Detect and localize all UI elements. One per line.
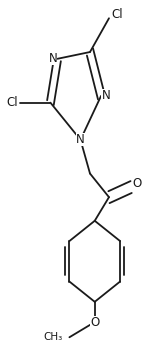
Text: Cl: Cl	[111, 8, 123, 21]
Text: Cl: Cl	[7, 96, 18, 109]
Text: N: N	[76, 133, 85, 146]
Text: N: N	[48, 52, 57, 65]
Text: CH₃: CH₃	[44, 332, 63, 342]
Text: O: O	[90, 315, 99, 329]
Text: O: O	[133, 177, 142, 190]
Text: N: N	[101, 89, 110, 103]
